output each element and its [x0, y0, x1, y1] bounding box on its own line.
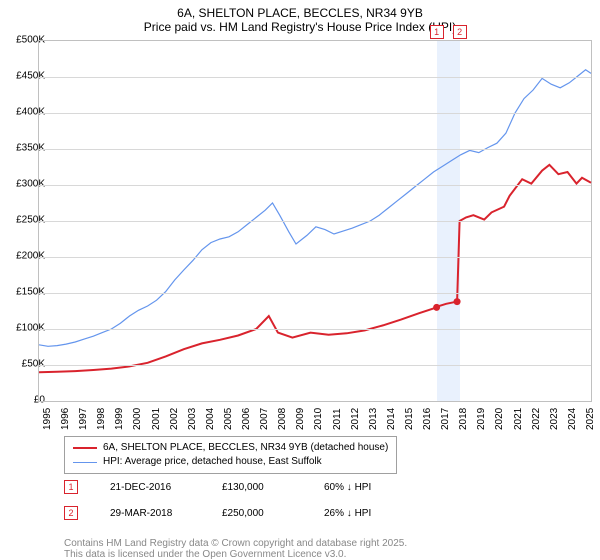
transaction-row-2: 2 29-MAR-2018 £250,000 26% ↓ HPI: [64, 506, 371, 520]
legend-label-price-paid: 6A, SHELTON PLACE, BECCLES, NR34 9YB (de…: [103, 441, 388, 455]
series-hpi: [39, 70, 591, 347]
transaction-date-2: 29-MAR-2018: [110, 508, 190, 519]
title-subtitle: Price paid vs. HM Land Registry's House …: [0, 20, 600, 34]
gridline-h: [39, 149, 591, 150]
chart-marker-2: 2: [453, 25, 467, 39]
x-tick-label: 2003: [187, 408, 198, 430]
x-tick-label: 2023: [549, 408, 560, 430]
transaction-row-1: 1 21-DEC-2016 £130,000 60% ↓ HPI: [64, 480, 371, 494]
legend-row-price-paid: 6A, SHELTON PLACE, BECCLES, NR34 9YB (de…: [73, 441, 388, 455]
series-price_paid: [39, 165, 591, 372]
data-point-marker: [433, 304, 440, 311]
x-tick-label: 2020: [494, 408, 505, 430]
x-tick-label: 2024: [567, 408, 578, 430]
x-tick-label: 2018: [458, 408, 469, 430]
x-tick-label: 2011: [332, 408, 343, 430]
plot-area: 12: [38, 40, 592, 402]
data-point-marker: [454, 298, 461, 305]
x-tick-label: 2012: [350, 408, 361, 430]
title-address: 6A, SHELTON PLACE, BECCLES, NR34 9YB: [0, 6, 600, 20]
gridline-h: [39, 77, 591, 78]
footnote-line-1: Contains HM Land Registry data © Crown c…: [64, 538, 407, 549]
gridline-h: [39, 365, 591, 366]
x-tick-label: 2021: [513, 408, 524, 430]
x-tick-label: 2010: [313, 408, 324, 430]
x-tick-label: 2002: [169, 408, 180, 430]
x-tick-label: 2000: [132, 408, 143, 430]
transaction-price-2: £250,000: [222, 508, 292, 519]
x-tick-label: 2007: [259, 408, 270, 430]
gridline-h: [39, 257, 591, 258]
legend-swatch-price-paid: [73, 447, 97, 449]
x-tick-label: 2009: [295, 408, 306, 430]
x-tick-label: 2015: [404, 408, 415, 430]
x-tick-label: 2004: [205, 408, 216, 430]
x-tick-label: 1996: [60, 408, 71, 430]
gridline-h: [39, 329, 591, 330]
footnote-line-2: This data is licensed under the Open Gov…: [64, 549, 407, 560]
gridline-h: [39, 293, 591, 294]
legend-row-hpi: HPI: Average price, detached house, East…: [73, 455, 388, 469]
gridline-h: [39, 221, 591, 222]
x-tick-label: 1999: [114, 408, 125, 430]
x-tick-label: 2014: [386, 408, 397, 430]
gridline-h: [39, 185, 591, 186]
gridline-h: [39, 113, 591, 114]
transaction-price-1: £130,000: [222, 482, 292, 493]
transaction-date-1: 21-DEC-2016: [110, 482, 190, 493]
x-tick-label: 2022: [531, 408, 542, 430]
transaction-delta-2: 26% ↓ HPI: [324, 508, 371, 519]
title-block: 6A, SHELTON PLACE, BECCLES, NR34 9YB Pri…: [0, 0, 600, 34]
footnote: Contains HM Land Registry data © Crown c…: [64, 538, 407, 560]
x-tick-label: 2001: [151, 408, 162, 430]
chart-marker-1: 1: [430, 25, 444, 39]
x-tick-label: 2008: [277, 408, 288, 430]
x-tick-label: 2005: [223, 408, 234, 430]
transaction-delta-1: 60% ↓ HPI: [324, 482, 371, 493]
x-tick-label: 2013: [368, 408, 379, 430]
x-tick-label: 1995: [42, 408, 53, 430]
transaction-marker-1: 1: [64, 480, 78, 494]
legend: 6A, SHELTON PLACE, BECCLES, NR34 9YB (de…: [64, 436, 397, 474]
chart-container: 6A, SHELTON PLACE, BECCLES, NR34 9YB Pri…: [0, 0, 600, 560]
legend-label-hpi: HPI: Average price, detached house, East…: [103, 455, 322, 469]
transaction-marker-2: 2: [64, 506, 78, 520]
x-tick-label: 1997: [78, 408, 89, 430]
x-tick-label: 2006: [241, 408, 252, 430]
x-tick-label: 2016: [422, 408, 433, 430]
x-tick-label: 2025: [585, 408, 596, 430]
x-tick-label: 2017: [440, 408, 451, 430]
x-tick-label: 1998: [96, 408, 107, 430]
legend-swatch-hpi: [73, 462, 97, 463]
x-tick-label: 2019: [476, 408, 487, 430]
